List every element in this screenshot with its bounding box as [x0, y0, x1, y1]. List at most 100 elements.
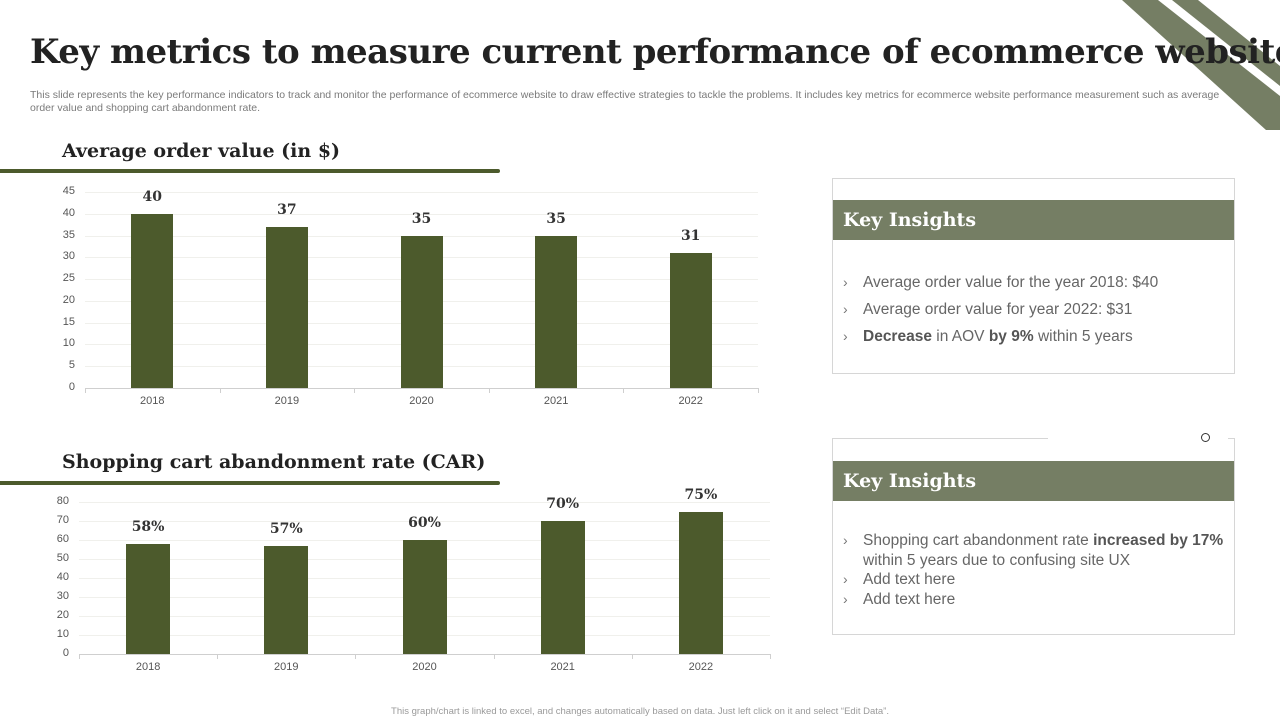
x-tick-label: 2021: [550, 661, 575, 673]
aov-section-title: Average order value (in $): [62, 140, 341, 162]
car-section-title: Shopping cart abandonment rate (CAR): [62, 451, 486, 473]
decorative-stripes-icon: [1122, 0, 1280, 130]
insight-text: Average order value for the year 2018: $…: [863, 274, 1159, 291]
border-gap: [1048, 436, 1228, 440]
aov-bar-chart[interactable]: 0 5 10 15 20 25 30 35 40 45 40 2018 37 2019 35 2020 35 20…: [0, 180, 780, 415]
data-label: 40: [142, 188, 163, 205]
chevron-right-icon: ›: [843, 590, 848, 607]
y-tick-label: 30: [62, 250, 75, 263]
y-tick-label: 15: [62, 315, 75, 328]
insight-emphasis: Decrease: [863, 328, 932, 345]
insight-item: › Add text here: [843, 570, 1224, 590]
car-bar-2022[interactable]: [678, 511, 723, 654]
x-axis-line: [85, 388, 758, 389]
x-tick-mark: [493, 654, 495, 659]
page-title: Key metrics to measure current performan…: [30, 32, 1280, 72]
data-label: 75%: [684, 486, 718, 503]
y-tick-label: 10: [56, 628, 69, 640]
data-label: 57%: [269, 520, 303, 537]
x-tick-label: 2022: [688, 661, 714, 673]
y-tick-label: 50: [56, 552, 69, 564]
gridline: [85, 192, 758, 193]
x-tick-label: 2020: [412, 661, 437, 673]
car-bar-2019[interactable]: [264, 545, 309, 654]
car-section-rule: [0, 481, 500, 485]
aov-section-rule: [0, 169, 500, 173]
data-label: 35: [411, 210, 432, 227]
aov-bar-2021[interactable]: [535, 235, 578, 388]
x-tick-mark: [354, 388, 356, 393]
car-insights-heading: Key Insights: [833, 461, 1234, 501]
insight-item: › Shopping cart abandonment rate increase…: [843, 531, 1224, 570]
car-bar-chart[interactable]: 0 10 20 30 40 50 60 70 80 58% 2018 57% 2019 60% 2020 70…: [0, 486, 790, 680]
y-tick-label: 80: [56, 495, 69, 507]
y-tick-label: 10: [62, 337, 75, 350]
y-tick-label: 70: [56, 514, 69, 526]
x-tick-label: 2021: [543, 395, 569, 407]
gridline: [79, 521, 770, 522]
car-insights-card[interactable]: Key Insights › Shopping cart abandonment …: [832, 438, 1235, 635]
chevron-right-icon: ›: [843, 532, 848, 548]
x-tick-label: 2018: [135, 661, 161, 673]
insight-text: Add text here: [863, 571, 956, 588]
aov-insights-heading: Key Insights: [833, 200, 1234, 240]
data-label: 60%: [408, 515, 441, 531]
chevron-right-icon: ›: [843, 328, 848, 344]
x-tick-label: 2022: [678, 395, 703, 407]
data-label: 70%: [546, 496, 580, 512]
aov-bar-2019[interactable]: [265, 226, 308, 388]
y-tick-label: 0: [68, 381, 75, 393]
gridline: [79, 502, 770, 503]
y-tick-label: 40: [62, 206, 75, 219]
y-tick-label: 20: [56, 609, 69, 621]
aov-bar-2022[interactable]: [669, 252, 712, 388]
x-tick-mark: [217, 654, 219, 659]
insight-text: within 5 years: [1033, 328, 1133, 345]
gridline: [85, 213, 758, 215]
x-axis-line: [79, 654, 770, 655]
chevron-right-icon: ›: [843, 571, 848, 587]
insight-text: Add text here: [863, 590, 956, 608]
x-tick-mark: [631, 654, 633, 659]
page-subtitle: This slide represents the key performanc…: [30, 89, 1220, 114]
data-label: 37: [277, 201, 297, 218]
insight-emphasis: by 9%: [988, 328, 1034, 345]
y-tick-label: 5: [68, 359, 75, 372]
aov-bar-2018[interactable]: [131, 213, 174, 388]
y-tick-label: 35: [62, 228, 75, 241]
chevron-right-icon: ›: [843, 301, 848, 317]
car-insights-list: › Shopping cart abandonment rate increase…: [843, 531, 1224, 609]
x-tick-mark: [219, 388, 221, 393]
car-bar-2021[interactable]: [540, 521, 585, 654]
car-bar-2020[interactable]: [402, 540, 447, 654]
x-tick-label: 2020: [409, 395, 434, 407]
x-tick-mark: [79, 654, 80, 659]
insight-item: › Add text here: [843, 590, 1224, 610]
insight-text: Shopping cart abandonment rate: [863, 532, 1094, 549]
x-tick-mark: [85, 388, 86, 393]
data-label: 58%: [131, 518, 165, 535]
car-bar-2018[interactable]: [126, 543, 171, 654]
y-tick-label: 60: [56, 533, 69, 545]
insight-item: › Decrease in AOV by 9% within 5 years: [843, 323, 1224, 350]
chevron-right-icon: ›: [843, 274, 848, 290]
y-tick-label: 45: [62, 185, 75, 197]
y-tick-label: 0: [62, 647, 69, 659]
insight-text: Average order value for year 2022: $31: [863, 301, 1133, 318]
insight-item: › Average order value for year 2022: $31: [843, 296, 1224, 323]
insight-item: › Average order value for the year 2018: …: [843, 269, 1224, 296]
x-tick-mark: [770, 654, 771, 659]
insight-text: within 5 years due to confusing site UX: [863, 551, 1131, 569]
data-label: 35: [546, 210, 566, 227]
x-tick-mark: [488, 388, 490, 393]
y-tick-label: 30: [56, 590, 69, 602]
x-tick-label: 2019: [274, 395, 300, 407]
rotate-handle-icon[interactable]: [1201, 433, 1210, 442]
x-tick-mark: [758, 388, 759, 393]
aov-bar-2020[interactable]: [400, 235, 443, 388]
data-label: 31: [680, 227, 701, 244]
y-tick-label: 20: [62, 293, 75, 306]
x-tick-mark: [355, 654, 357, 659]
aov-insights-card: Key Insights › Average order value for th…: [832, 178, 1235, 374]
x-tick-mark: [623, 388, 625, 393]
